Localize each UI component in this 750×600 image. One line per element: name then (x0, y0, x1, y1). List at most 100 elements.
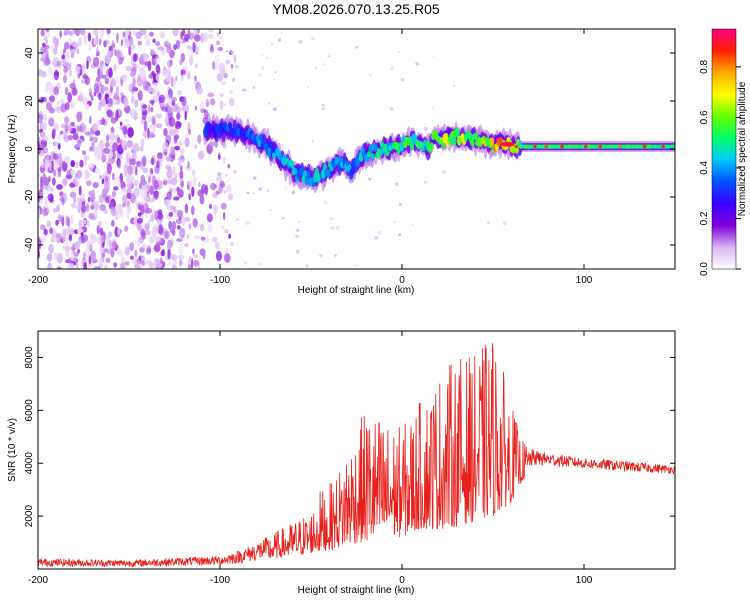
noise-blob (192, 253, 198, 259)
noise-blob (131, 86, 139, 92)
noise-blob (184, 243, 189, 248)
noise-blob (48, 117, 55, 127)
noise-blob (165, 156, 171, 162)
ridge-mark (213, 130, 218, 138)
noise-blob (38, 208, 41, 219)
noise-blob (106, 248, 113, 255)
noise-blob (166, 68, 172, 76)
noise-blob (115, 49, 121, 58)
noise-blob (70, 215, 74, 225)
noise-blob (220, 80, 227, 86)
noise-blob (219, 100, 224, 111)
noise-blob (88, 163, 95, 170)
noise-blob (170, 187, 177, 194)
noise-blob (144, 229, 151, 236)
noise-blob (188, 223, 192, 230)
noise-blob (199, 195, 205, 205)
noise-blob (158, 94, 166, 104)
noise-blob (196, 86, 203, 95)
ridge-mark (314, 167, 319, 178)
noise-dot (323, 200, 328, 205)
noise-blob (163, 94, 171, 100)
noise-blob (215, 250, 222, 262)
ridge-mark (452, 135, 457, 147)
noise-blob (89, 115, 92, 125)
noise-blob (88, 87, 93, 93)
snr-ticks: -200 -100 0 100 2000 4000 6000 8000 (24, 331, 675, 586)
noise-blob (126, 192, 132, 200)
noise-blob (56, 157, 63, 165)
noise-blob (68, 135, 74, 141)
noise-dot (244, 261, 248, 265)
noise-dot (223, 104, 226, 106)
noise-blob (80, 204, 87, 213)
noise-blob (114, 176, 121, 187)
noise-blob (60, 98, 64, 104)
noise-blob (86, 203, 90, 212)
noise-blob (157, 152, 164, 160)
noise-blob (127, 127, 134, 138)
noise-blob (116, 109, 119, 118)
noise-blob (70, 102, 76, 109)
noise-blob (72, 180, 77, 185)
noise-blob (125, 151, 131, 159)
noise-blob (88, 213, 96, 220)
noise-blob (103, 40, 107, 48)
noise-blob (111, 220, 115, 227)
noise-blob (61, 216, 65, 227)
noise-blob (179, 169, 184, 180)
noise-dot (311, 140, 314, 143)
noise-blob (102, 174, 106, 180)
noise-blob (143, 53, 148, 62)
noise-blob (116, 137, 121, 144)
noise-dot (423, 126, 428, 131)
noise-blob (104, 39, 110, 45)
noise-blob (122, 125, 128, 135)
noise-blob (132, 142, 140, 153)
noise-blob (118, 56, 123, 65)
ridge-mark (489, 137, 495, 147)
noise-blob (115, 76, 120, 86)
noise-blob (162, 151, 165, 163)
noise-blob (172, 165, 176, 175)
noise-blob (112, 142, 119, 152)
noise-blob (93, 209, 98, 221)
noise-blob (68, 257, 72, 264)
tone-peak (661, 145, 665, 149)
noise-blob (108, 45, 113, 51)
noise-blob (136, 257, 142, 265)
noise-blob (59, 30, 63, 38)
noise-blob (178, 155, 185, 163)
ridge-mark (258, 133, 264, 141)
noise-blob (192, 248, 195, 255)
noise-blob (152, 235, 157, 245)
noise-blob (168, 129, 175, 136)
noise-blob (197, 189, 205, 197)
noise-blob (64, 156, 71, 164)
noise-blob (164, 40, 169, 48)
noise-blob (39, 192, 44, 201)
noise-blob (126, 182, 133, 189)
noise-blob (142, 131, 146, 138)
noise-blob (53, 69, 60, 81)
noise-dot (280, 32, 283, 34)
noise-blob (112, 99, 118, 105)
noise-blob (188, 54, 194, 66)
colorbar-tick-label: 0.2 (699, 211, 710, 225)
noise-dot (389, 106, 394, 111)
noise-blob (205, 98, 209, 103)
noise-blob (56, 100, 60, 106)
noise-blob (61, 199, 65, 206)
noise-blob (179, 58, 183, 66)
noise-blob (45, 82, 50, 90)
noise-blob (134, 99, 139, 108)
noise-blob (100, 98, 107, 107)
noise-blob (78, 219, 83, 229)
noise-dot (323, 63, 326, 66)
noise-blob (168, 88, 173, 99)
noise-dot (431, 106, 434, 109)
noise-dot (258, 262, 262, 266)
noise-blob (71, 87, 78, 96)
noise-blob (70, 52, 75, 59)
noise-blob (124, 170, 127, 177)
